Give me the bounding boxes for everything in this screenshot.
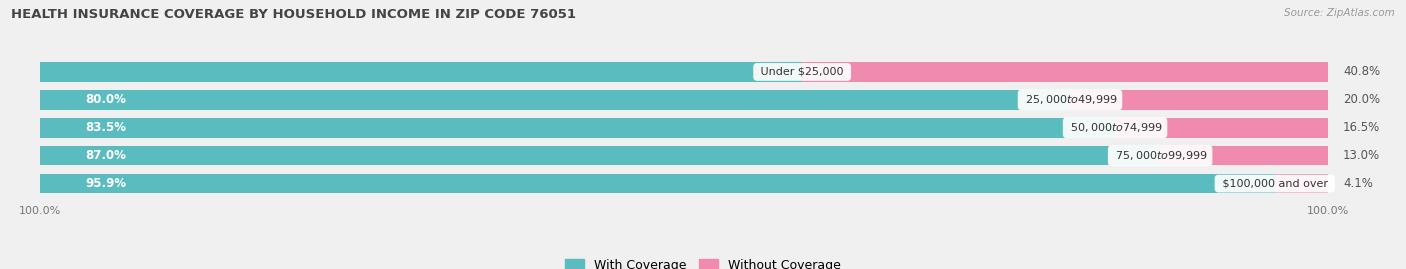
Bar [39,146,1160,165]
Bar [39,62,1327,82]
Text: Source: ZipAtlas.com: Source: ZipAtlas.com [1284,8,1395,18]
Text: $75,000 to $99,999: $75,000 to $99,999 [1112,149,1209,162]
Text: 87.0%: 87.0% [84,149,125,162]
Text: $50,000 to $74,999: $50,000 to $74,999 [1067,121,1163,134]
Text: 40.8%: 40.8% [1343,65,1381,79]
Bar [1275,174,1327,193]
Text: $25,000 to $49,999: $25,000 to $49,999 [1022,93,1118,106]
Bar [39,118,1327,137]
Bar [39,62,803,82]
Bar [39,118,1115,137]
Text: HEALTH INSURANCE COVERAGE BY HOUSEHOLD INCOME IN ZIP CODE 76051: HEALTH INSURANCE COVERAGE BY HOUSEHOLD I… [11,8,576,21]
Text: Under $25,000: Under $25,000 [758,67,848,77]
Bar [39,174,1275,193]
Text: 83.5%: 83.5% [84,121,127,134]
Text: 13.0%: 13.0% [1343,149,1381,162]
Bar [1115,118,1327,137]
Bar [803,62,1327,82]
Bar [39,146,1327,165]
Text: 80.0%: 80.0% [84,93,125,106]
Bar [1160,146,1327,165]
Text: 4.1%: 4.1% [1343,177,1372,190]
Bar [39,174,1327,193]
Text: 16.5%: 16.5% [1343,121,1381,134]
Text: $100,000 and over: $100,000 and over [1219,179,1331,189]
Bar [39,90,1327,110]
Legend: With Coverage, Without Coverage: With Coverage, Without Coverage [561,254,845,269]
Bar [1070,90,1327,110]
Text: 59.2%: 59.2% [752,65,789,79]
Text: 95.9%: 95.9% [84,177,127,190]
Bar [39,90,1070,110]
Text: 20.0%: 20.0% [1343,93,1381,106]
